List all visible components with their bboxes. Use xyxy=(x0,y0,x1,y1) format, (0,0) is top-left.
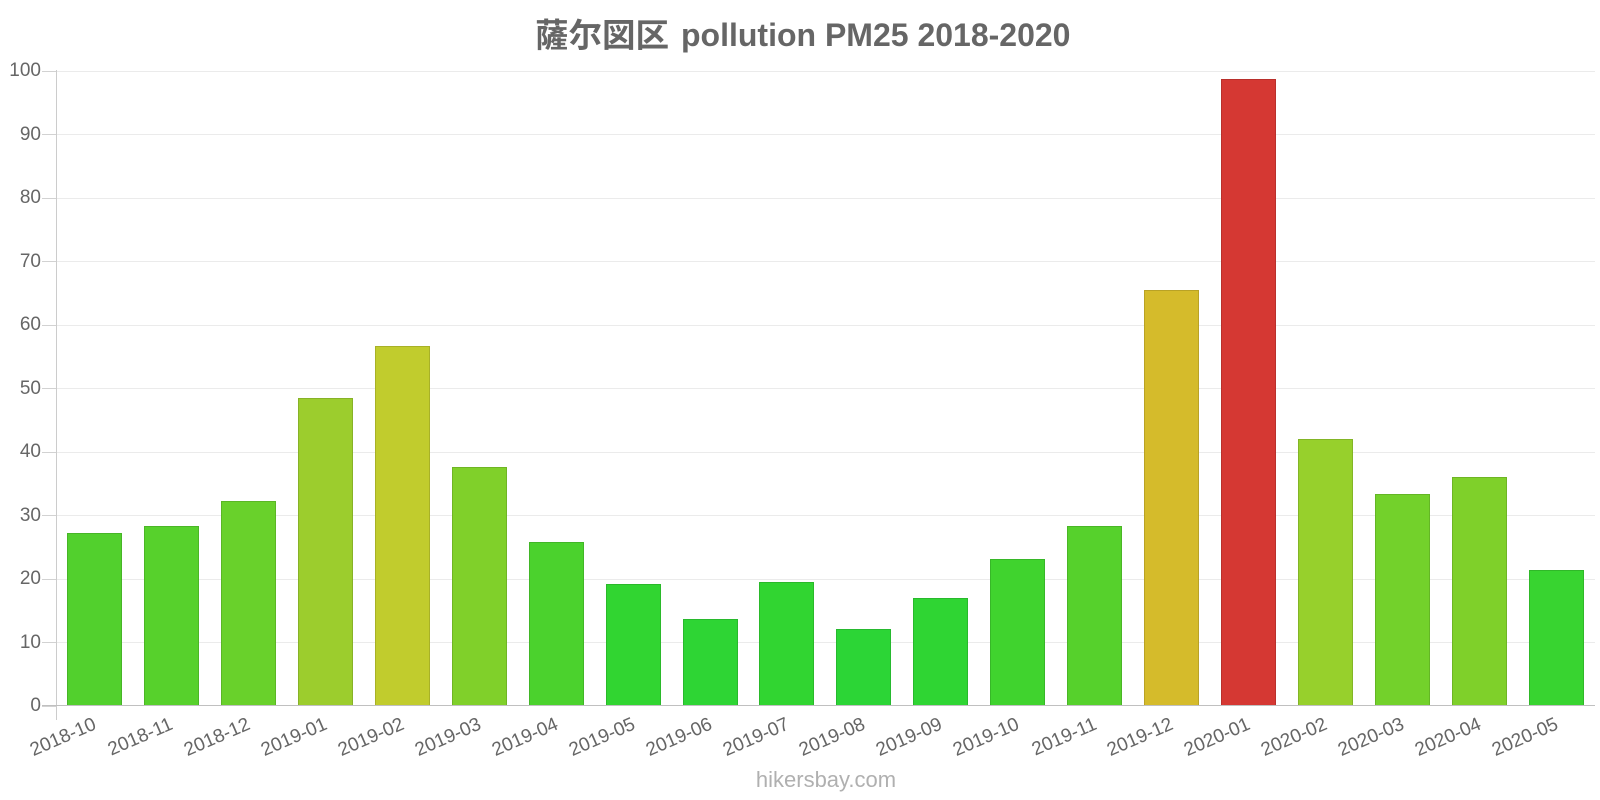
svg-text:pollution PM25 2018-2020: pollution PM25 2018-2020 xyxy=(681,17,1070,53)
